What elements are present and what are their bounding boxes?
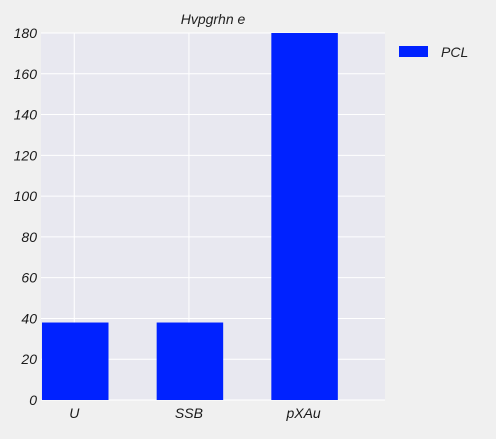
y-tick-label: 0 xyxy=(29,392,37,408)
y-tick-label: 20 xyxy=(20,351,37,367)
legend-swatch-pcl xyxy=(399,46,428,57)
y-tick-label: 160 xyxy=(14,66,38,82)
legend: PCL xyxy=(399,44,468,60)
y-tick-label: 60 xyxy=(21,270,37,286)
y-tick-label: 100 xyxy=(14,188,38,204)
bars xyxy=(42,33,338,400)
chart-title: Hvpgrhn e xyxy=(181,11,246,27)
y-tick-label: 180 xyxy=(14,25,38,41)
x-tick-label: U xyxy=(69,405,80,421)
x-axis-tick-labels: U SSB pXAu xyxy=(69,405,321,421)
x-tick-label: SSB xyxy=(175,405,203,421)
y-tick-label: 40 xyxy=(21,310,37,326)
legend-label-pcl: PCL xyxy=(441,44,468,60)
y-tick-label: 120 xyxy=(14,147,38,163)
y-tick-label: 140 xyxy=(14,107,38,123)
y-tick-label: 80 xyxy=(21,229,37,245)
bar-u xyxy=(42,322,109,400)
y-axis-tick-labels: 0 20 40 60 80 100 120 140 160 180 xyxy=(14,25,38,408)
bar-pxau xyxy=(271,33,338,400)
bar-ssb xyxy=(156,322,224,400)
x-tick-label: pXAu xyxy=(285,405,320,421)
